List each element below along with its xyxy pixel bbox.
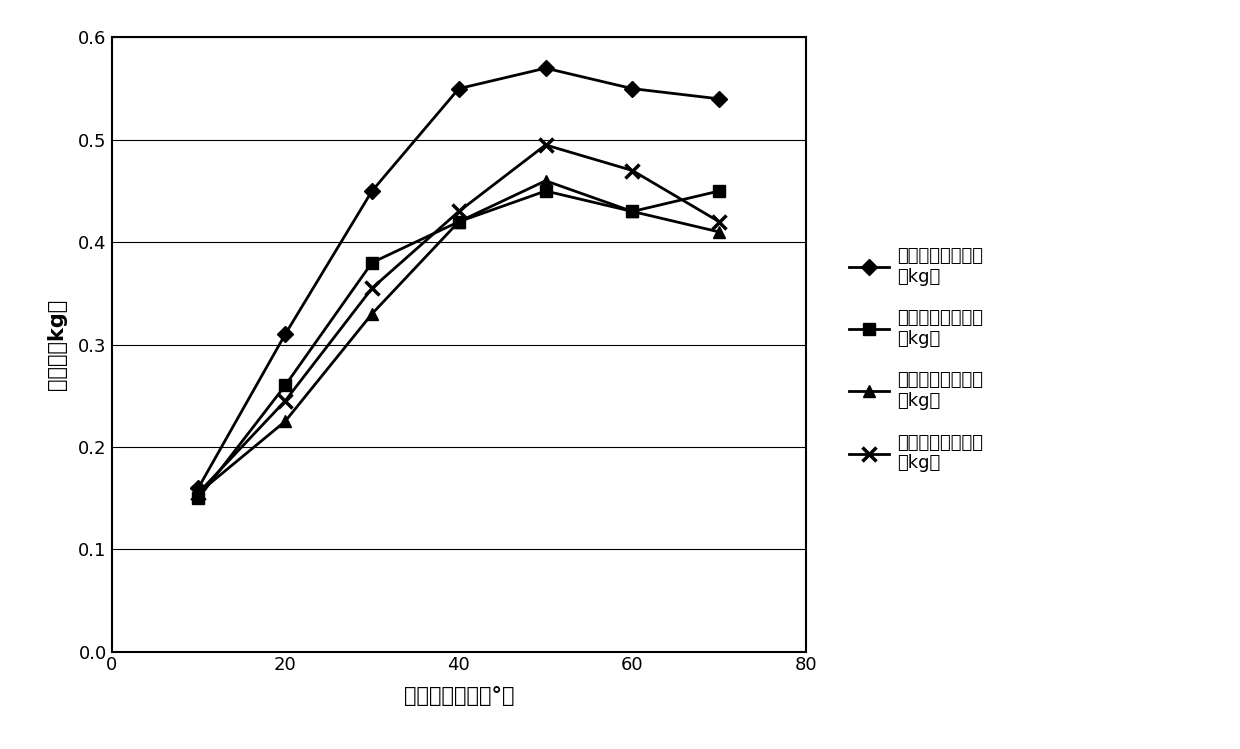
Legend: 第一次试验出砂量
（kg）, 第二次试验出砂量
（kg）, 第三次试验出砂量
（kg）, 三次出砂量平均値
（kg）: 第一次试验出砂量 （kg）, 第二次试验出砂量 （kg）, 第三次试验出砂量 （… xyxy=(839,237,993,482)
Y-axis label: 出砂量（kg）: 出砂量（kg） xyxy=(47,299,67,390)
X-axis label: 管道敖设角度（°）: 管道敖设角度（°） xyxy=(403,685,515,706)
